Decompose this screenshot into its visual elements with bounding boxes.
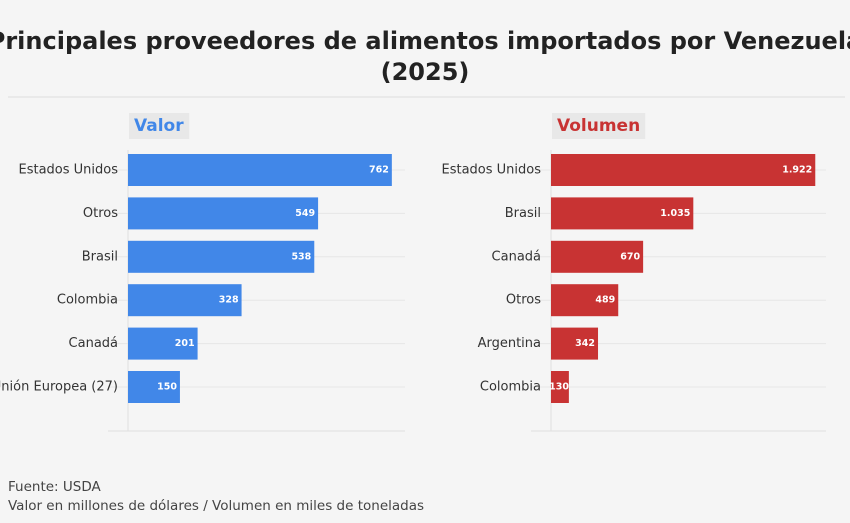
chart-title: Principales proveedores de alimentos imp… bbox=[0, 27, 850, 86]
category-label: Estados Unidos bbox=[18, 163, 118, 178]
bar bbox=[128, 240, 315, 273]
panel-title-bg bbox=[552, 113, 646, 139]
bar bbox=[128, 284, 242, 317]
panel-title-bg bbox=[129, 113, 190, 139]
bar bbox=[551, 240, 644, 273]
bar bbox=[128, 154, 392, 186]
category-label: Colombia bbox=[57, 293, 118, 308]
category-label: Argentina bbox=[478, 336, 541, 351]
bar bbox=[551, 327, 599, 360]
bar bbox=[551, 284, 619, 317]
data-label: 549 bbox=[295, 208, 315, 219]
bar bbox=[551, 371, 569, 403]
data-label: 762 bbox=[369, 165, 389, 176]
note: Valor en millones de dólares / Volumen e… bbox=[8, 498, 424, 514]
source: Fuente: USDA bbox=[8, 479, 101, 495]
category-label: Brasil bbox=[505, 206, 541, 221]
bar bbox=[551, 197, 694, 230]
data-label: 150 bbox=[157, 382, 177, 393]
data-label: 1.922 bbox=[782, 165, 812, 176]
category-label: Brasil bbox=[82, 249, 118, 264]
data-label: 342 bbox=[575, 338, 595, 349]
data-label: 670 bbox=[620, 251, 640, 262]
category-label: Otros bbox=[506, 293, 541, 308]
category-label: Colombia bbox=[480, 380, 541, 395]
data-label: 201 bbox=[175, 338, 195, 349]
panel-title: Valor bbox=[134, 116, 184, 136]
category-label: Otros bbox=[83, 206, 118, 221]
category-label: Canadá bbox=[69, 336, 118, 351]
data-label: 538 bbox=[291, 251, 311, 262]
data-label: 489 bbox=[595, 295, 615, 306]
bar bbox=[128, 197, 319, 230]
bar bbox=[128, 327, 198, 360]
bar bbox=[128, 371, 180, 403]
data-label: 1.035 bbox=[660, 208, 690, 219]
data-label: 130 bbox=[549, 382, 569, 393]
category-label: Unión Europea (27) bbox=[0, 380, 118, 395]
category-label: Estados Unidos bbox=[441, 163, 541, 178]
category-label: Canadá bbox=[492, 249, 541, 264]
data-label: 328 bbox=[219, 295, 239, 306]
panel-title: Volumen bbox=[557, 116, 640, 136]
bar bbox=[551, 154, 816, 186]
